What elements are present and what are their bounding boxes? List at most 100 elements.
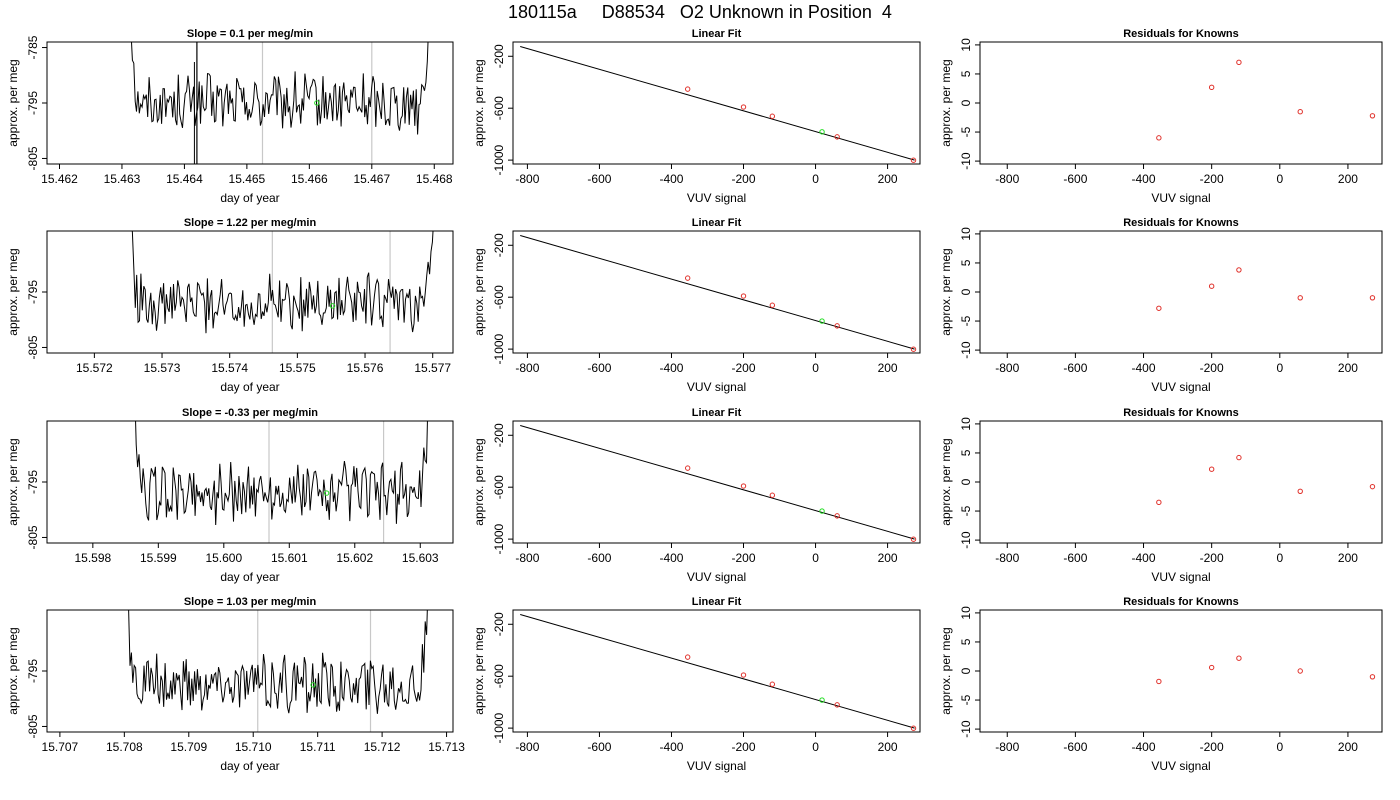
fit-line	[520, 614, 915, 729]
fit-xtick-label: 0	[812, 551, 819, 565]
timeseries-xtick-label: 15.712	[364, 740, 401, 754]
fit-xtick-label: -200	[731, 551, 755, 565]
concentration-trace	[128, 610, 428, 714]
timeseries-ytick-label: -795	[26, 470, 40, 494]
residuals-ytick-label: 0	[959, 99, 973, 106]
timeseries-xtick-label: 15.466	[291, 172, 328, 186]
fit-title: Linear Fit	[692, 217, 742, 229]
timeseries-xtick-label: 15.600	[205, 551, 242, 565]
fit-xtick-label: -400	[659, 740, 683, 754]
residual-point	[1156, 499, 1162, 506]
timeseries-xtick-label: 15.575	[279, 361, 316, 375]
fit-ytick-label: -1000	[492, 712, 506, 743]
fit-xtick-label: -600	[587, 740, 611, 754]
timeseries-xtick-label: 15.577	[414, 361, 451, 375]
residual-point	[1208, 466, 1215, 472]
fit-xtick-label: 0	[812, 361, 819, 375]
residual-point	[1369, 113, 1376, 119]
residuals-xtick-label: -200	[1200, 172, 1224, 186]
known-point	[740, 293, 747, 299]
fit-xtick-label: -800	[515, 172, 539, 186]
fit-xtick-label: -200	[731, 172, 755, 186]
residual-point	[1208, 84, 1215, 91]
known-point	[684, 86, 691, 92]
timeseries-title: Slope = 1.03 per meg/min	[184, 596, 317, 608]
residuals-title: Residuals for Knowns	[1123, 407, 1239, 419]
timeseries-xlabel: day of year	[220, 570, 279, 584]
residual-point	[1156, 135, 1162, 141]
residuals-ytick-label: 5	[959, 70, 973, 77]
known-point	[740, 483, 747, 489]
residuals-ytick-label: -5	[959, 505, 973, 516]
timeseries-xtick-label: 15.598	[74, 551, 111, 565]
residual-point	[1297, 109, 1303, 115]
unknown-point	[329, 303, 336, 309]
concentration-trace	[135, 421, 428, 526]
timeseries-xtick-label: 15.708	[106, 740, 143, 754]
fit-xtick-label: 200	[878, 551, 898, 565]
residuals-xtick-label: 200	[1338, 172, 1358, 186]
residuals-frame	[979, 41, 1383, 165]
timeseries-xtick-label: 15.711	[300, 740, 336, 754]
fit-xtick-label: -600	[587, 172, 611, 186]
fit-frame	[512, 420, 921, 544]
timeseries-ytick-label: -805	[26, 714, 40, 738]
fit-xtick-label: -200	[731, 740, 755, 754]
residual-point	[1236, 59, 1242, 66]
page-title: 180115a D88534 O2 Unknown in Position 4	[508, 2, 892, 22]
timeseries-ylabel: approx. per meg	[6, 438, 20, 525]
residuals-ytick-label: 5	[959, 259, 973, 266]
timeseries-ytick-label: -795	[26, 659, 40, 683]
known-point	[834, 702, 840, 708]
unknown-point	[314, 100, 320, 106]
residuals-xtick-label: -400	[1132, 740, 1156, 754]
residual-point	[1236, 655, 1242, 661]
residuals-xtick-label: 200	[1338, 361, 1358, 375]
residuals-title: Residuals for Knowns	[1123, 217, 1239, 229]
residuals-xtick-label: -800	[995, 172, 1019, 186]
timeseries-xtick-label: 15.599	[140, 551, 177, 565]
residual-point	[1297, 668, 1303, 674]
known-point	[834, 513, 840, 519]
fit-ytick-label: -200	[492, 44, 506, 68]
residuals-xtick-label: -200	[1200, 740, 1224, 754]
known-point	[910, 725, 917, 731]
residuals-ytick-label: 10	[959, 606, 973, 620]
residuals-title: Residuals for Knowns	[1123, 596, 1239, 608]
residuals-xtick-label: -200	[1200, 361, 1224, 375]
fit-xtick-label: 200	[878, 740, 898, 754]
known-point	[740, 672, 747, 678]
fit-xtick-label: 200	[878, 172, 898, 186]
unknown-point	[819, 697, 825, 703]
residuals-xtick-label: -400	[1132, 361, 1156, 375]
timeseries-xtick-label: 15.576	[347, 361, 384, 375]
fit-ytick-label: -200	[492, 423, 506, 447]
concentration-trace	[131, 231, 434, 334]
residual-point	[1369, 295, 1376, 301]
residuals-xlabel: VUV signal	[1151, 380, 1210, 394]
timeseries-ytick-label: -795	[26, 91, 40, 115]
residuals-ylabel: approx. per meg	[939, 248, 953, 335]
timeseries-ytick-label: -805	[26, 525, 40, 549]
fit-ytick-label: -1000	[492, 523, 506, 554]
timeseries-frame	[46, 41, 454, 165]
residuals-ytick-label: -10	[959, 531, 973, 549]
residuals-ytick-label: 0	[959, 288, 973, 295]
residuals-xtick-label: -400	[1132, 172, 1156, 186]
timeseries-xtick-label: 15.574	[211, 361, 248, 375]
timeseries-xtick-label: 15.464	[166, 172, 203, 186]
fit-line	[520, 235, 915, 350]
fit-line	[520, 46, 915, 161]
known-point	[910, 536, 917, 542]
residuals-ytick-label: 10	[959, 38, 973, 52]
residual-point	[1297, 295, 1303, 301]
residuals-frame	[979, 230, 1383, 354]
fit-xtick-label: -800	[515, 551, 539, 565]
known-point	[769, 492, 776, 498]
residuals-xtick-label: 200	[1338, 740, 1358, 754]
fit-xlabel: VUV signal	[687, 380, 746, 394]
fit-xtick-label: -600	[587, 551, 611, 565]
concentration-trace	[131, 42, 429, 135]
fit-frame	[512, 41, 921, 165]
